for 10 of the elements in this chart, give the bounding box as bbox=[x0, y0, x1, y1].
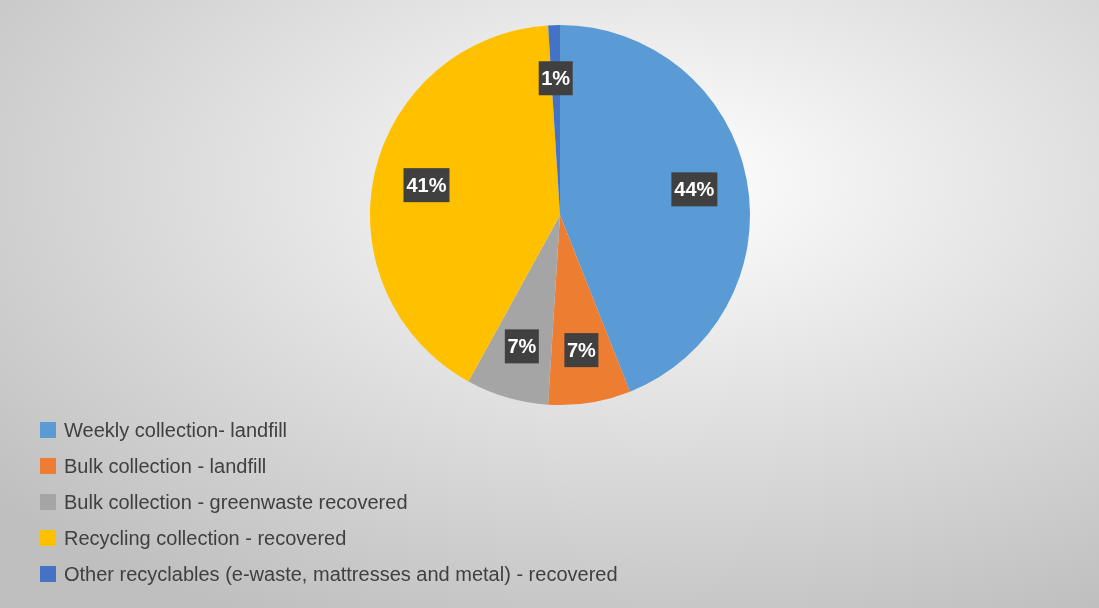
legend-label: Bulk collection - landfill bbox=[64, 455, 267, 477]
legend-label: Recycling collection - recovered bbox=[64, 527, 347, 549]
legend-label: Bulk collection - greenwaste recovered bbox=[64, 491, 408, 513]
data-label: 41% bbox=[406, 174, 447, 197]
data-label: 44% bbox=[674, 178, 715, 201]
legend-label: Other recyclables (e-waste, mattresses and metal) - recovered bbox=[64, 563, 618, 585]
data-label: 7% bbox=[507, 335, 537, 358]
data-label: 7% bbox=[566, 339, 597, 362]
data-label: 1% bbox=[541, 67, 571, 90]
legend-label: Weekly collection- landfill bbox=[64, 419, 288, 441]
